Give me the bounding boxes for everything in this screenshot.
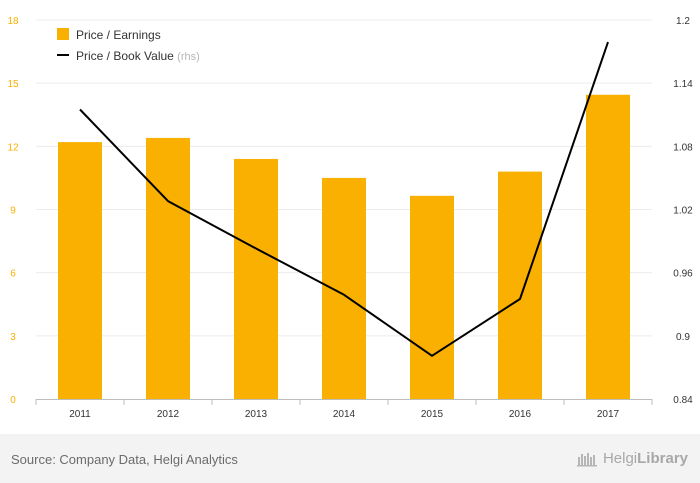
- y-right-tick-label: 1.14: [673, 79, 693, 90]
- chart: 0 3 6 9 12 15 18 0.84 0.9 0.96 1.02 1.08 1.14 1.2 2011…: [7, 16, 693, 420]
- y-left-tick-label: 12: [7, 142, 19, 153]
- legend: Price / Earnings Price / Book Value (rhs…: [57, 28, 200, 63]
- x-tick-label: 2014: [333, 409, 356, 420]
- bar: [586, 94, 630, 399]
- y-left-tick-label: 6: [10, 269, 16, 280]
- bar: [498, 171, 542, 399]
- legend-label-pbv: Price / Book Value (rhs): [76, 49, 200, 63]
- x-tick-label: 2016: [509, 409, 532, 420]
- axes: 0 3 6 9 12 15 18 0.84 0.9 0.96 1.02 1.08 1.14 1.2 2011…: [7, 16, 693, 420]
- line-pbv: [79, 41, 609, 357]
- bar: [146, 137, 190, 399]
- bar: [322, 177, 366, 399]
- x-tick-label: 2011: [69, 409, 91, 420]
- logo-text: HelgiLibrary: [602, 450, 688, 467]
- legend-swatch-pe: [57, 28, 69, 40]
- x-tick-label: 2012: [157, 409, 180, 420]
- x-tick-label: 2013: [245, 409, 268, 420]
- bar: [234, 158, 278, 399]
- y-left-tick-label: 18: [7, 16, 19, 27]
- y-right-tick-label: 0.96: [673, 269, 693, 280]
- legend-label-pe: Price / Earnings: [76, 28, 161, 42]
- y-left-tick-label: 3: [10, 332, 16, 343]
- bar-series: [58, 94, 630, 399]
- y-right-tick-label: 1.08: [673, 142, 693, 153]
- y-left-tick-label: 0: [10, 395, 16, 406]
- bar: [410, 195, 454, 399]
- helgi-library-logo: HelgiLibrary: [576, 450, 688, 467]
- y-right-tick-label: 1.02: [673, 206, 693, 217]
- y-left-tick-label: 9: [10, 206, 16, 217]
- library-icon: [576, 452, 597, 466]
- line-series: [79, 41, 609, 357]
- y-left-tick-label: 15: [7, 79, 19, 90]
- footer: Source: Company Data, Helgi Analytics He…: [0, 434, 700, 483]
- x-tick-label: 2015: [421, 409, 444, 420]
- y-right-tick-label: 0.9: [676, 332, 690, 343]
- x-tick-label: 2017: [597, 409, 620, 420]
- bar: [58, 142, 102, 399]
- y-right-tick-label: 0.84: [673, 395, 693, 406]
- source-text: Source: Company Data, Helgi Analytics: [11, 452, 238, 467]
- y-right-tick-label: 1.2: [676, 16, 690, 27]
